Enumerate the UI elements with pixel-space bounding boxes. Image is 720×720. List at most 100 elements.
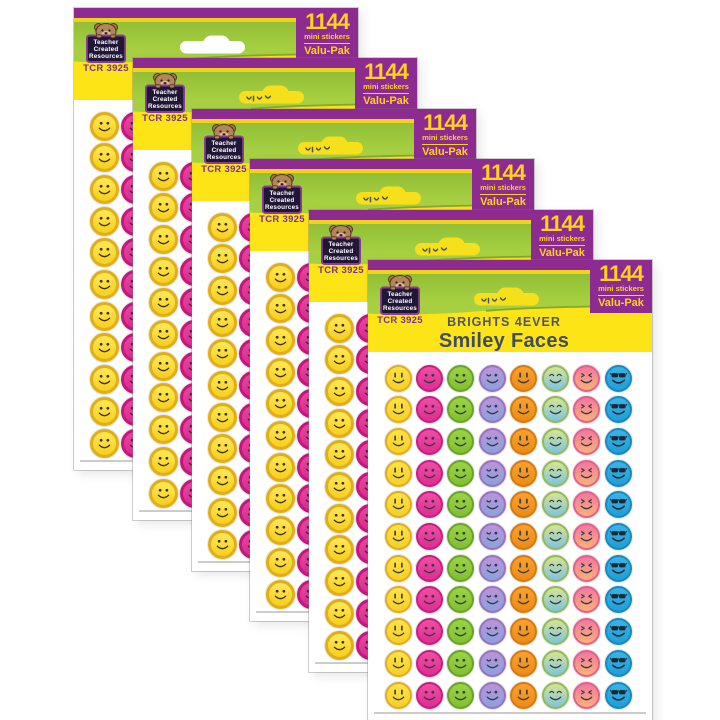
smiley-sticker-orange (510, 554, 538, 582)
smiley-sticker-yellow (148, 446, 178, 476)
header-yellow-rule (74, 18, 296, 22)
brand-logo-text: Teacher Created Resources (204, 140, 244, 162)
brand-logo-line: Resources (264, 204, 299, 212)
smiley-sticker-teal (541, 396, 569, 424)
smiley-sticker-purple (478, 523, 506, 550)
pack-top-strip (133, 58, 417, 68)
smiley-sticker-yellow (89, 428, 119, 458)
brand-logo-text: Teacher Created Resources (321, 241, 361, 263)
valu-pak-label: Valu-Pak (304, 44, 350, 57)
smiley-sticker-yellow (324, 408, 354, 438)
smiley-sticker-yellow (384, 396, 412, 424)
header-yellow-rule (192, 119, 414, 123)
smiley-sticker-teal (541, 649, 569, 677)
smiley-sticker-purple (478, 396, 506, 424)
smiley-sticker-yellow (265, 262, 295, 292)
hang-hole-cutout (298, 136, 363, 155)
brand-logo-text: Teacher Created Resources (262, 190, 302, 212)
valu-pak-label: Valu-Pak (480, 195, 526, 208)
smiley-sticker-yellow (148, 224, 178, 254)
smiley-sticker-teal (541, 586, 569, 614)
smiley-sticker-blue (604, 554, 632, 582)
brand-logo-line: Resources (323, 255, 358, 263)
smiley-sticker-yellow (384, 586, 412, 614)
smiley-sticker-yellow (265, 389, 295, 419)
smiley-sticker-salmon (573, 491, 601, 519)
smiley-sticker-salmon (573, 681, 601, 709)
smiley-sticker-lime (447, 459, 475, 487)
smiley-sticker-yellow (265, 325, 295, 355)
smiley-sticker-yellow (148, 351, 178, 381)
hang-hole-cutout (356, 186, 421, 205)
smiley-sticker-yellow (324, 598, 354, 628)
smiley-sticker-magenta (415, 618, 443, 646)
smiley-sticker-blue (604, 523, 632, 550)
smiley-sticker-orange (510, 649, 538, 677)
smiley-sticker-orange (510, 427, 538, 455)
brand-logo-line: Created (328, 247, 354, 255)
sku-label: TCR 3925 (201, 164, 247, 175)
smiley-sticker-yellow (265, 452, 295, 482)
smiley-sticker-teal (541, 523, 569, 550)
sticker-unit-label: mini stickers (598, 284, 644, 293)
valu-pak-label: Valu-Pak (363, 94, 409, 107)
smiley-sticker-magenta (415, 364, 443, 392)
smiley-sticker-yellow (384, 681, 412, 709)
sticker-unit-label: mini stickers (304, 32, 350, 41)
hang-hole-cutout (239, 85, 304, 104)
smiley-sticker-yellow (89, 174, 119, 204)
smiley-sticker-purple (478, 459, 506, 487)
bear-icon (379, 274, 421, 321)
smiley-sticker-lime (447, 491, 475, 519)
brand-logo-line: Resources (206, 154, 241, 162)
smiley-sticker-yellow (324, 503, 354, 533)
smiley-sticker-magenta (415, 459, 443, 487)
banner-divider (539, 244, 585, 247)
smiley-sticker-lime (447, 364, 475, 392)
smiley-sticker-yellow (324, 376, 354, 406)
smiley-sticker-yellow (384, 649, 412, 677)
smiley-sticker-salmon (573, 523, 601, 550)
smiley-sticker-magenta (415, 427, 443, 455)
smiley-sticker-yellow (89, 396, 119, 426)
smiley-sticker-yellow (207, 466, 237, 496)
smiley-sticker-purple (478, 681, 506, 709)
smiley-sticker-teal (541, 459, 569, 487)
pack-top-strip (368, 260, 652, 270)
pack-top-strip (309, 210, 593, 220)
smiley-sticker-orange (510, 459, 538, 487)
hang-hole-cutout (415, 237, 480, 256)
brand-logo: Teacher Created Resources (203, 123, 245, 165)
brand-logo: Teacher Created Resources (379, 274, 421, 316)
smiley-sticker-purple (478, 364, 506, 392)
smiley-sticker-teal (541, 618, 569, 646)
smiley-sticker-blue (604, 491, 632, 519)
smiley-sticker-purple (478, 427, 506, 455)
banner-divider (363, 92, 409, 95)
brand-logo-line: Created (269, 196, 295, 204)
smiley-sticker-yellow (148, 193, 178, 223)
sku-label: TCR 3925 (83, 63, 129, 74)
smiley-sticker-salmon (573, 649, 601, 677)
sku-label: TCR 3925 (142, 113, 188, 124)
header-yellow-rule (133, 68, 355, 72)
brand-logo-line: Teacher (269, 189, 295, 197)
sticker-count-label: 1144 (364, 59, 409, 84)
pack-top-strip (192, 109, 476, 119)
bear-icon (144, 72, 186, 119)
banner-divider (480, 193, 526, 196)
smiley-sticker-yellow (207, 339, 237, 369)
valu-pak-banner: 1144 mini stickers Valu-Pak (590, 260, 652, 313)
smiley-sticker-blue (604, 396, 632, 424)
smiley-sticker-yellow (324, 345, 354, 375)
smiley-sticker-lime (447, 618, 475, 646)
smiley-sticker-teal (541, 427, 569, 455)
valu-pak-banner: 1144 mini stickers Valu-Pak (531, 210, 593, 263)
smiley-sticker-yellow (148, 288, 178, 318)
smiley-sticker-blue (604, 649, 632, 677)
smiley-sticker-yellow (89, 301, 119, 331)
smiley-sticker-teal (541, 681, 569, 709)
smiley-sticker-lime (447, 681, 475, 709)
smiley-sticker-orange (510, 491, 538, 519)
